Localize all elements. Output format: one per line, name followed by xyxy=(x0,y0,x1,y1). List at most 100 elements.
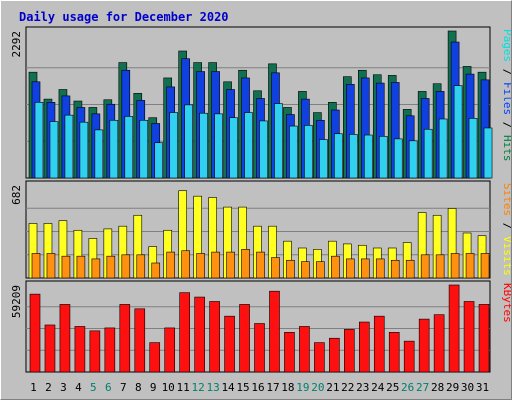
bar-kbytes-day-10 xyxy=(164,327,176,373)
bar-pages-day-1 xyxy=(34,102,44,179)
y-max-label: 682 xyxy=(10,185,23,205)
bar-sites-day-19 xyxy=(301,261,310,279)
bar-kbytes-day-12 xyxy=(194,296,205,373)
bar-sites-day-31 xyxy=(480,253,490,279)
legend-item: Hits xyxy=(501,135,511,162)
bar-kbytes-day-23 xyxy=(358,321,370,373)
bar-kbytes-day-28 xyxy=(433,314,445,373)
x-label-day-17: 17 xyxy=(266,381,279,394)
bar-pages-day-30 xyxy=(468,118,478,179)
bar-sites-day-25 xyxy=(390,259,400,279)
bar-sites-day-14 xyxy=(226,251,235,279)
x-label-day-15: 15 xyxy=(236,381,249,394)
panel-kbytes: 59209 KBytes xyxy=(10,280,511,373)
bar-kbytes-day-18 xyxy=(284,332,295,373)
bar-kbytes-day-29 xyxy=(448,284,460,373)
bar-kbytes-day-22 xyxy=(344,329,355,373)
bar-sites-day-16 xyxy=(256,251,265,279)
x-label-day-3: 3 xyxy=(60,381,67,394)
legend-item: / xyxy=(501,216,511,236)
bar-pages-day-29 xyxy=(453,85,463,179)
x-label-day-18: 18 xyxy=(281,381,294,394)
bar-sites-day-11 xyxy=(181,250,190,279)
bar-pages-day-18 xyxy=(289,125,298,179)
chart-panels: 2292 Pages / Files / Hits 682 Sites / Visit… xyxy=(10,26,511,373)
bar-sites-day-26 xyxy=(405,259,415,279)
bar-pages-day-31 xyxy=(483,127,493,179)
bar-sites-day-20 xyxy=(316,261,325,279)
x-label-day-5: 5 xyxy=(90,381,97,394)
x-label-day-6: 6 xyxy=(105,381,112,394)
bar-pages-day-17 xyxy=(274,103,283,179)
bar-kbytes-day-11 xyxy=(179,292,190,373)
x-label-day-21: 21 xyxy=(326,381,339,394)
bar-sites-day-9 xyxy=(151,262,161,279)
bar-pages-day-19 xyxy=(304,125,313,179)
x-label-day-2: 2 xyxy=(45,381,52,394)
bar-sites-day-4 xyxy=(76,255,86,279)
x-label-day-14: 14 xyxy=(221,381,235,394)
bar-sites-day-18 xyxy=(286,259,295,279)
chart-title: Daily usage for December 2020 xyxy=(19,10,229,24)
bar-pages-day-27 xyxy=(423,128,433,179)
x-label-day-28: 28 xyxy=(431,381,444,394)
x-label-day-13: 13 xyxy=(206,381,219,394)
legend-item: Visits xyxy=(501,236,511,276)
panel-hits-files-pages: 2292 Pages / Files / Hits xyxy=(10,26,511,179)
legend-item: Sites xyxy=(501,183,511,216)
bar-pages-day-4 xyxy=(79,121,89,179)
x-label-day-16: 16 xyxy=(251,381,264,394)
bar-pages-day-12 xyxy=(199,112,208,179)
x-label-day-4: 4 xyxy=(75,381,82,394)
bar-kbytes-day-19 xyxy=(299,326,310,373)
bar-sites-day-1 xyxy=(31,253,41,279)
bar-sites-day-23 xyxy=(360,258,370,279)
bar-pages-day-24 xyxy=(378,136,388,179)
x-label-day-30: 30 xyxy=(461,381,474,394)
x-label-day-25: 25 xyxy=(386,381,399,394)
bar-pages-day-28 xyxy=(438,118,448,179)
bar-kbytes-day-26 xyxy=(403,340,415,373)
bar-kbytes-day-13 xyxy=(209,301,220,373)
x-label-day-27: 27 xyxy=(416,381,429,394)
x-label-day-1: 1 xyxy=(30,381,37,394)
x-label-day-20: 20 xyxy=(311,381,324,394)
panel-visits-sites: 682 Sites / Visits xyxy=(10,180,511,279)
bar-sites-day-3 xyxy=(61,255,71,279)
legend-hits-files-pages: Pages / Files / Hits xyxy=(501,29,511,162)
bar-pages-day-3 xyxy=(64,114,74,179)
bar-kbytes-day-8 xyxy=(134,308,146,373)
x-label-day-7: 7 xyxy=(120,381,127,394)
legend-item: Pages xyxy=(501,29,511,62)
bar-sites-day-30 xyxy=(465,253,475,279)
x-label-day-22: 22 xyxy=(341,381,354,394)
bar-sites-day-13 xyxy=(211,251,220,279)
legend-visits-sites: Sites / Visits xyxy=(501,183,511,276)
bar-kbytes-day-9 xyxy=(149,342,161,373)
x-label-day-12: 12 xyxy=(192,381,205,394)
bar-pages-day-22 xyxy=(349,134,358,179)
x-label-day-9: 9 xyxy=(150,381,157,394)
bar-pages-day-5 xyxy=(94,129,104,179)
bar-kbytes-day-4 xyxy=(74,326,86,373)
bar-sites-day-2 xyxy=(46,253,56,279)
bar-kbytes-day-17 xyxy=(269,290,280,373)
bar-sites-day-17 xyxy=(271,257,280,279)
bar-pages-day-8 xyxy=(139,119,149,179)
bar-kbytes-day-2 xyxy=(44,324,56,373)
x-label-day-10: 10 xyxy=(162,381,175,394)
legend-item: Files xyxy=(501,82,511,115)
x-label-day-23: 23 xyxy=(356,381,369,394)
bar-sites-day-10 xyxy=(166,251,176,279)
bar-pages-day-16 xyxy=(259,120,268,179)
y-max-label: 2292 xyxy=(10,31,23,58)
bar-pages-day-13 xyxy=(214,113,223,179)
bar-pages-day-25 xyxy=(393,138,403,179)
bar-pages-day-2 xyxy=(49,121,59,179)
x-label-day-29: 29 xyxy=(446,381,459,394)
x-label-day-8: 8 xyxy=(135,381,142,394)
bar-sites-day-5 xyxy=(91,258,101,279)
bar-kbytes-day-21 xyxy=(329,337,340,373)
